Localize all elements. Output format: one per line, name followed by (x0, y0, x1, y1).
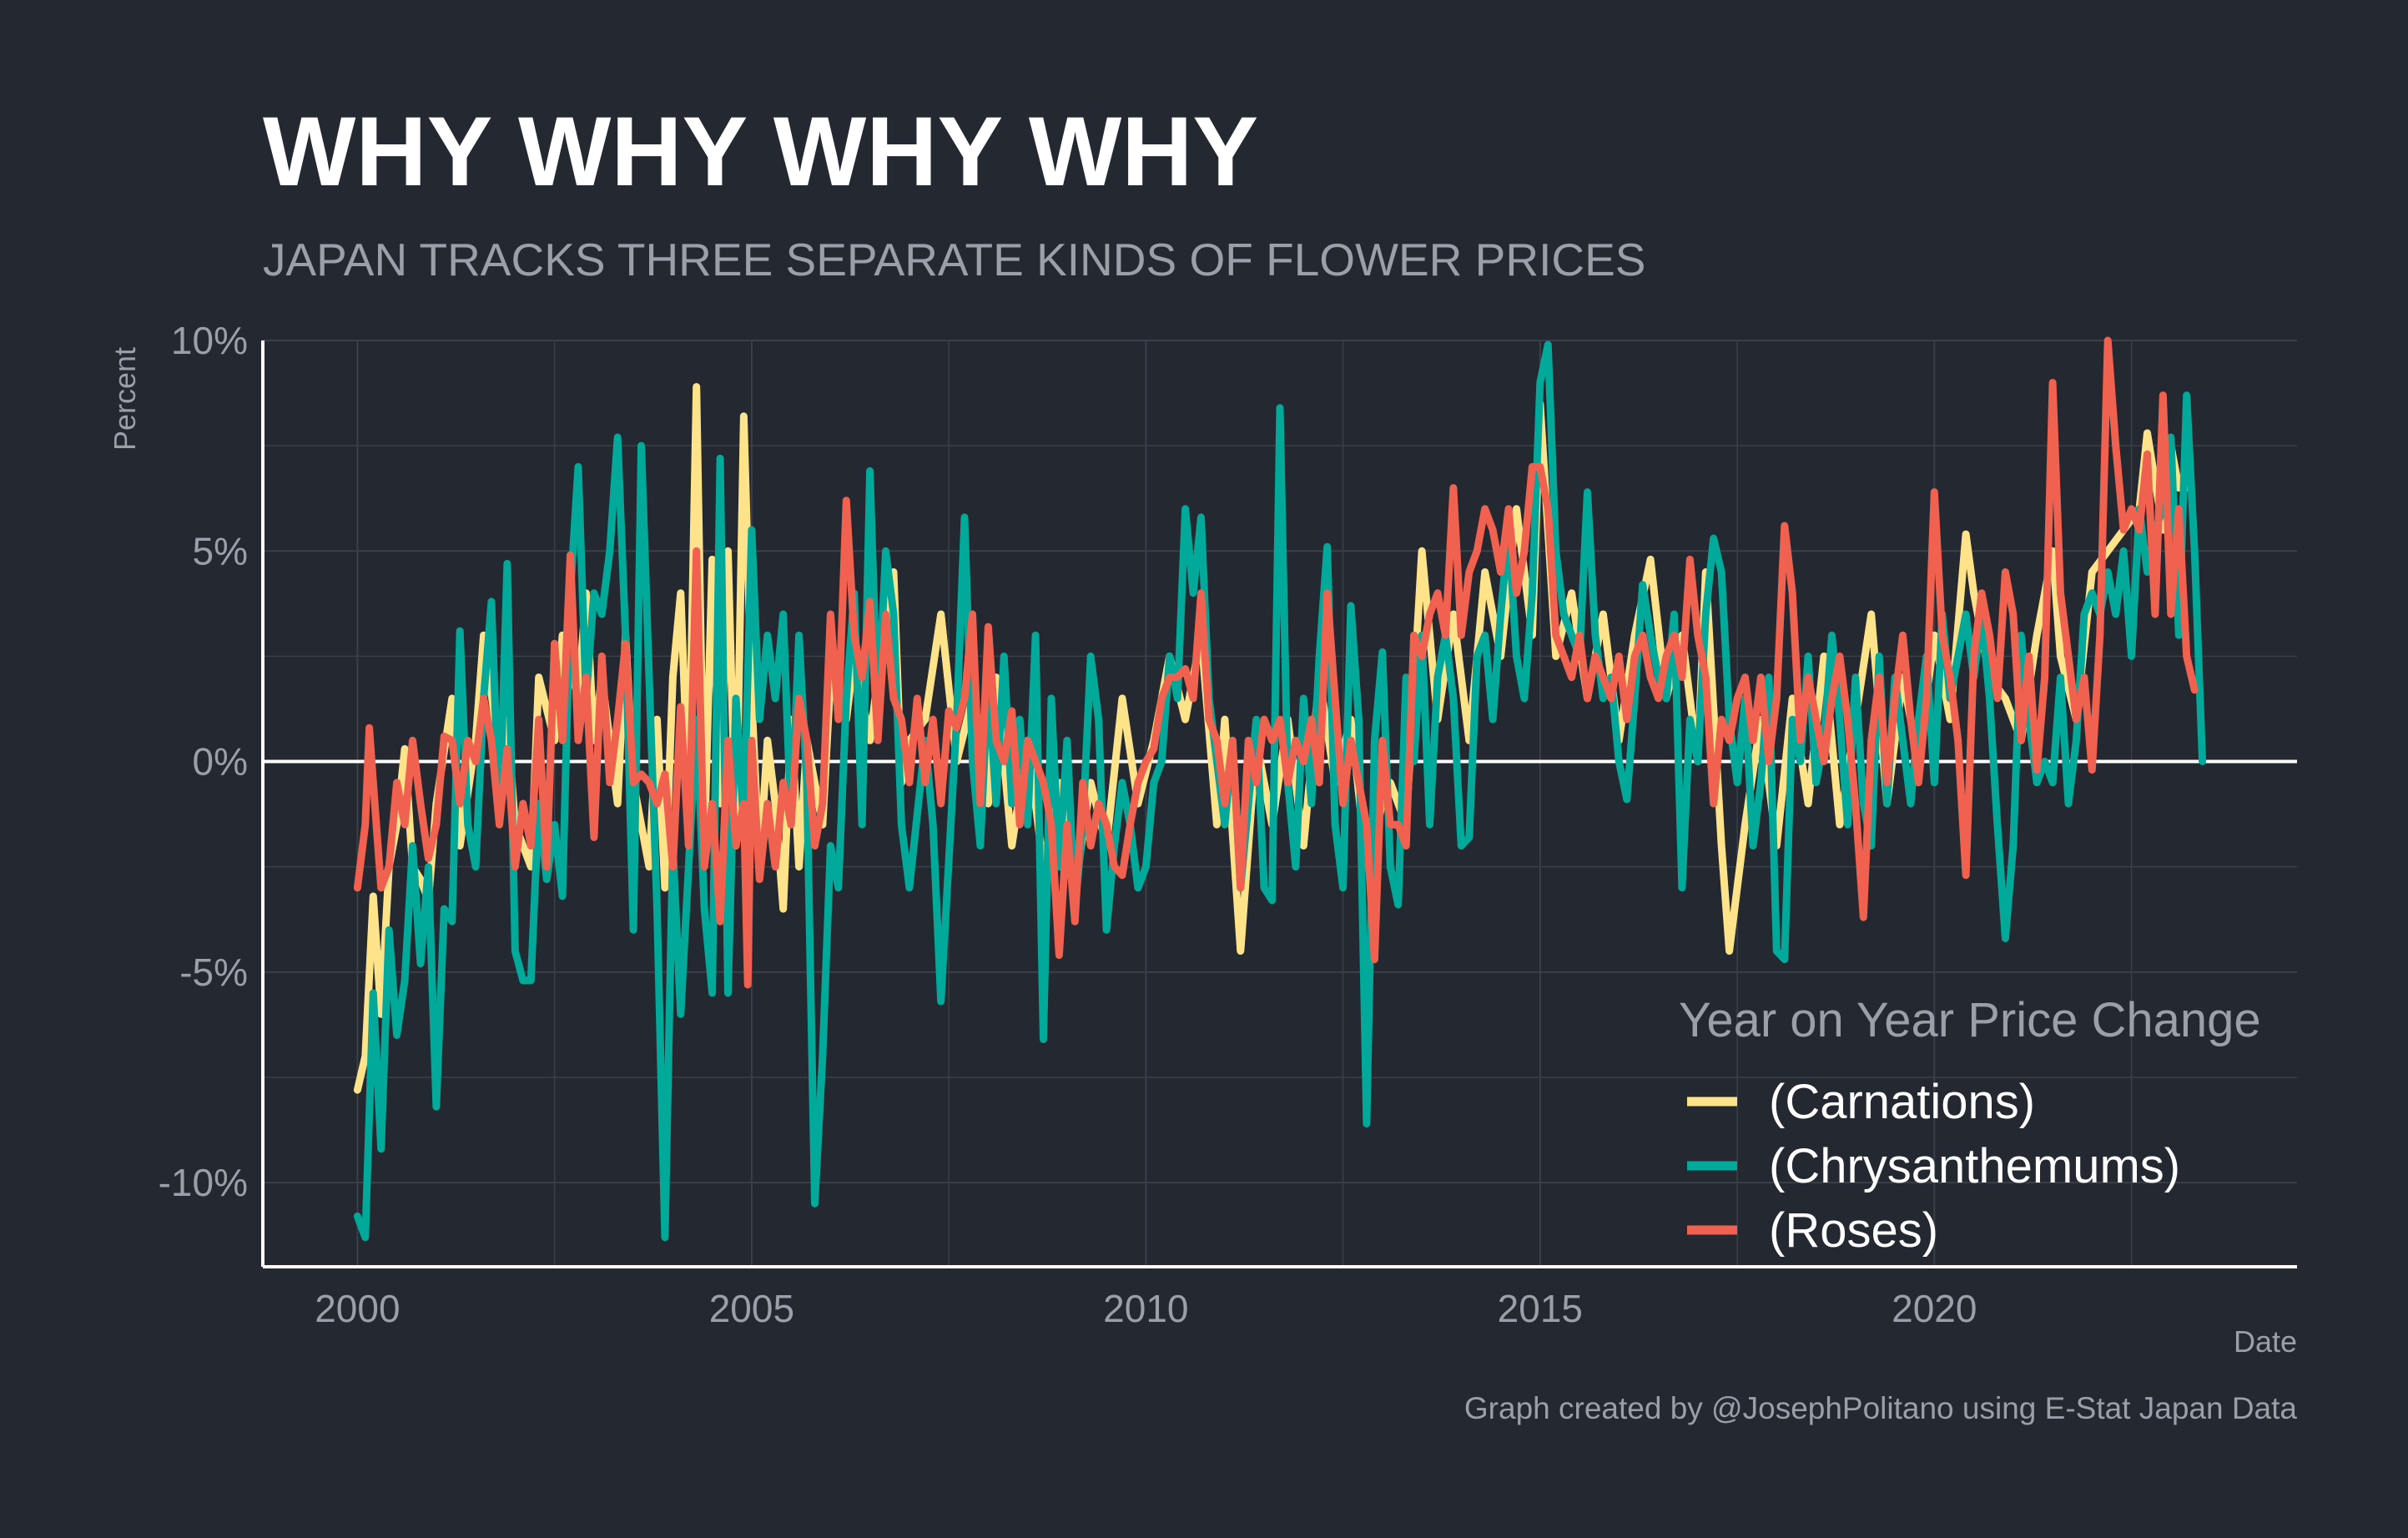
legend-label: (Roses) (1769, 1203, 1938, 1258)
x-axis-title: Date (2234, 1324, 2297, 1359)
y-tick-label: 5% (193, 529, 248, 572)
y-axis-title: Percent (108, 347, 142, 451)
series-line-roses (353, 336, 2199, 989)
legend-items: (Carnations) (Chrysanthemums) (Roses) (1687, 1075, 2180, 1258)
tick-labels: 10% 5% 0% -5% -10% 2000 2005 2010 2015 2020 (159, 319, 1977, 1330)
x-tick-label: 2020 (1892, 1287, 1977, 1330)
legend-title: Year on Year Price Change (1679, 993, 2261, 1047)
y-tick-label: 0% (193, 740, 248, 784)
legend-label: (Carnations) (1769, 1075, 2035, 1129)
x-tick-label: 2005 (709, 1287, 794, 1330)
y-tick-label: -10% (159, 1161, 248, 1204)
y-tick-label: -5% (179, 951, 248, 994)
axes (261, 340, 2297, 1268)
x-tick-label: 2015 (1498, 1287, 1583, 1330)
legend: Year on Year Price Change (Carnations)(C… (1679, 993, 2261, 1258)
x-tick-label: 2010 (1103, 1287, 1188, 1330)
chart-title: WHY WHY WHY WHY (263, 97, 1258, 207)
series-lines (353, 336, 2207, 1242)
legend-label: (Chrysanthemums) (1769, 1139, 2180, 1193)
chart-subtitle: JAPAN TRACKS THREE SEPARATE KINDS OF FLO… (263, 234, 1645, 285)
y-tick-label: 10% (171, 319, 248, 362)
x-tick-label: 2000 (315, 1287, 400, 1330)
chart-caption: Graph created by @JosephPolitano using E… (1464, 1391, 2298, 1425)
